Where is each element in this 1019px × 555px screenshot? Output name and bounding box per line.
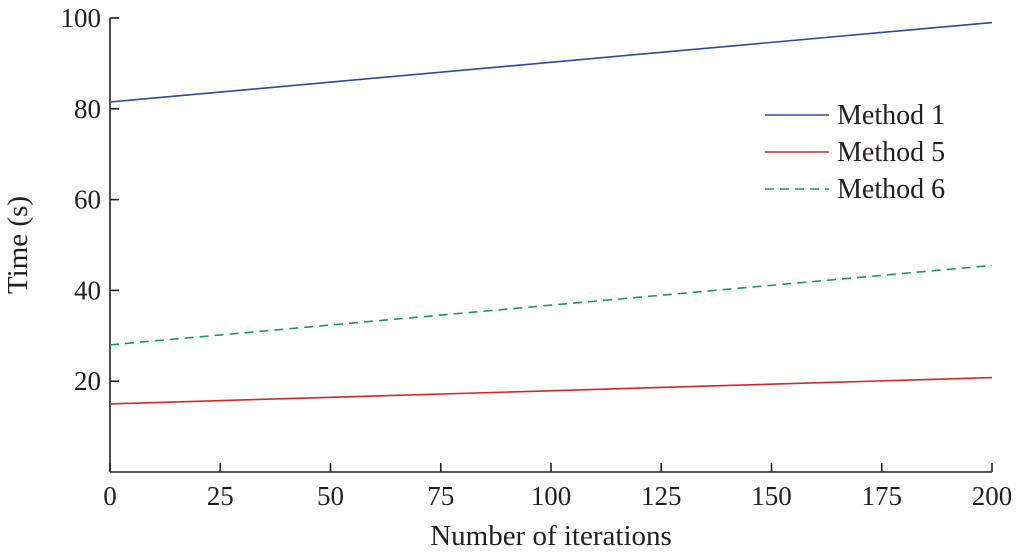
y-tick-label: 100 [61, 3, 102, 33]
x-tick-label: 25 [207, 481, 234, 511]
x-tick-label: 125 [641, 481, 682, 511]
y-ticks: 20 40 60 80 100 [61, 3, 119, 396]
x-tick-label: 150 [751, 481, 792, 511]
x-tick-label: 175 [862, 481, 903, 511]
x-tick-label: 0 [103, 481, 117, 511]
legend: Method 1 Method 5 Method 6 [765, 100, 945, 205]
y-tick-label: 20 [74, 366, 101, 396]
x-ticks: 0 25 50 75 100 125 150 175 200 [103, 463, 1012, 511]
legend-label-method-1: Method 1 [837, 100, 945, 131]
y-tick-label: 80 [74, 94, 101, 124]
legend-label-method-5: Method 5 [837, 137, 945, 168]
axes [109, 18, 992, 473]
y-axis-title: Time (s) [2, 196, 34, 294]
legend-label-method-6: Method 6 [837, 174, 945, 205]
x-axis-title: Number of iterations [430, 520, 672, 552]
series-line-method-1 [109, 21, 993, 103]
y-tick-label: 40 [74, 275, 101, 305]
series-line-method-5 [109, 376, 993, 405]
series-lines [109, 21, 993, 405]
x-tick-label: 75 [427, 481, 454, 511]
x-tick-label: 100 [531, 481, 572, 511]
x-tick-label: 50 [317, 481, 344, 511]
series-line-method-6 [109, 264, 993, 346]
y-tick-label: 60 [74, 185, 101, 215]
x-tick-label: 200 [972, 481, 1013, 511]
